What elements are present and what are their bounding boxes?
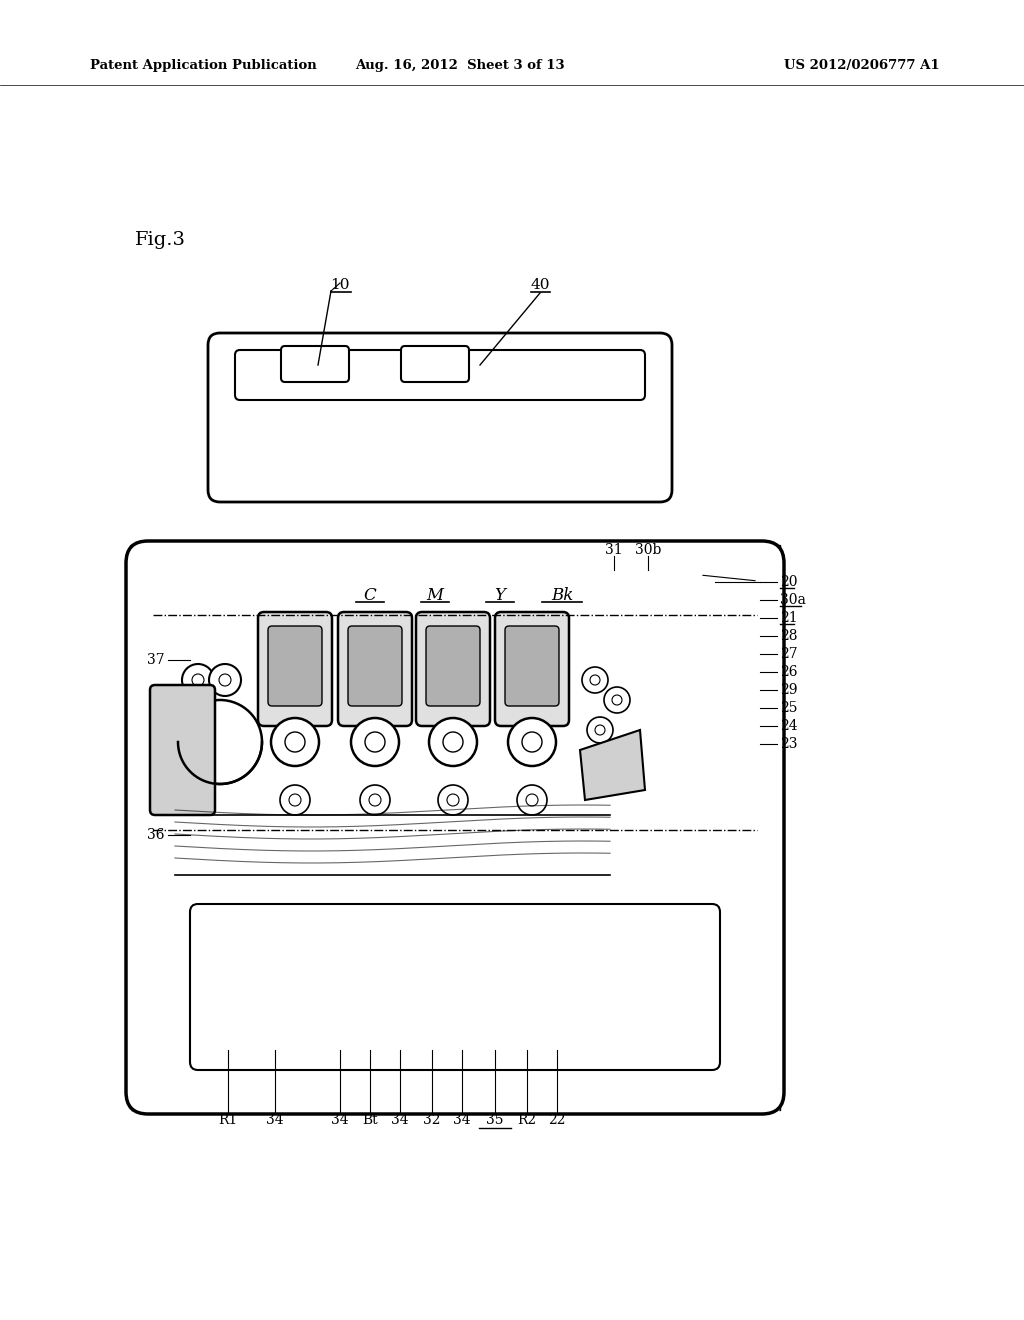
Circle shape (526, 795, 538, 807)
Circle shape (447, 795, 459, 807)
Circle shape (360, 785, 390, 814)
Circle shape (517, 785, 547, 814)
Text: Bk: Bk (551, 586, 573, 603)
FancyBboxPatch shape (426, 626, 480, 706)
Text: 40: 40 (530, 279, 550, 292)
Circle shape (285, 733, 305, 752)
FancyBboxPatch shape (208, 333, 672, 502)
Circle shape (595, 725, 605, 735)
Text: 30a: 30a (780, 593, 806, 607)
Text: Patent Application Publication: Patent Application Publication (90, 58, 316, 71)
Circle shape (580, 909, 660, 990)
Text: R2: R2 (517, 1113, 537, 1127)
FancyBboxPatch shape (281, 346, 349, 381)
Circle shape (271, 718, 319, 766)
Text: 34: 34 (331, 1113, 349, 1127)
Circle shape (280, 785, 310, 814)
Text: 35: 35 (486, 1113, 504, 1127)
FancyBboxPatch shape (190, 904, 720, 1071)
Text: 21: 21 (780, 611, 798, 624)
Circle shape (209, 664, 241, 696)
Text: 20: 20 (780, 576, 798, 589)
Text: 29: 29 (780, 682, 798, 697)
Circle shape (369, 795, 381, 807)
Text: Bt: Bt (362, 1113, 378, 1127)
Text: 28: 28 (780, 630, 798, 643)
Text: C: C (364, 586, 377, 603)
Text: M: M (427, 586, 443, 603)
Circle shape (587, 717, 613, 743)
Circle shape (612, 696, 622, 705)
Text: R1: R1 (218, 1113, 238, 1127)
Text: 26: 26 (780, 665, 798, 678)
Text: 23: 23 (780, 737, 798, 751)
Circle shape (443, 733, 463, 752)
Circle shape (193, 675, 204, 686)
FancyBboxPatch shape (416, 612, 490, 726)
Circle shape (522, 733, 542, 752)
Circle shape (365, 733, 385, 752)
Text: 31: 31 (605, 543, 623, 557)
FancyBboxPatch shape (338, 612, 412, 726)
Text: US 2012/0206777 A1: US 2012/0206777 A1 (784, 58, 940, 71)
Text: 37: 37 (147, 653, 165, 667)
Text: 27: 27 (780, 647, 798, 661)
Text: 32: 32 (423, 1113, 440, 1127)
FancyBboxPatch shape (401, 346, 469, 381)
FancyBboxPatch shape (495, 612, 569, 726)
Text: Aug. 16, 2012  Sheet 3 of 13: Aug. 16, 2012 Sheet 3 of 13 (355, 58, 565, 71)
FancyBboxPatch shape (126, 541, 784, 1114)
Circle shape (219, 675, 231, 686)
Circle shape (508, 718, 556, 766)
Text: 34: 34 (454, 1113, 471, 1127)
FancyBboxPatch shape (234, 350, 645, 400)
FancyBboxPatch shape (268, 626, 322, 706)
Circle shape (438, 785, 468, 814)
Circle shape (289, 795, 301, 807)
Text: Fig.3: Fig.3 (135, 231, 186, 249)
Text: Y: Y (495, 586, 506, 603)
FancyBboxPatch shape (505, 626, 559, 706)
Bar (130, 545, 780, 1110)
Text: 25: 25 (780, 701, 798, 715)
Circle shape (429, 718, 477, 766)
Text: 36: 36 (147, 828, 165, 842)
Text: 22: 22 (548, 1113, 565, 1127)
Polygon shape (580, 730, 645, 800)
Circle shape (604, 686, 630, 713)
FancyBboxPatch shape (150, 685, 215, 814)
Circle shape (193, 754, 204, 766)
Text: 34: 34 (391, 1113, 409, 1127)
FancyBboxPatch shape (348, 626, 402, 706)
Circle shape (582, 667, 608, 693)
Text: 10: 10 (331, 279, 350, 292)
Text: 24: 24 (780, 719, 798, 733)
Circle shape (178, 700, 262, 784)
FancyBboxPatch shape (258, 612, 332, 726)
Circle shape (590, 675, 600, 685)
Circle shape (182, 744, 214, 776)
Circle shape (351, 718, 399, 766)
Text: 34: 34 (266, 1113, 284, 1127)
Text: 30b: 30b (635, 543, 662, 557)
Circle shape (182, 664, 214, 696)
